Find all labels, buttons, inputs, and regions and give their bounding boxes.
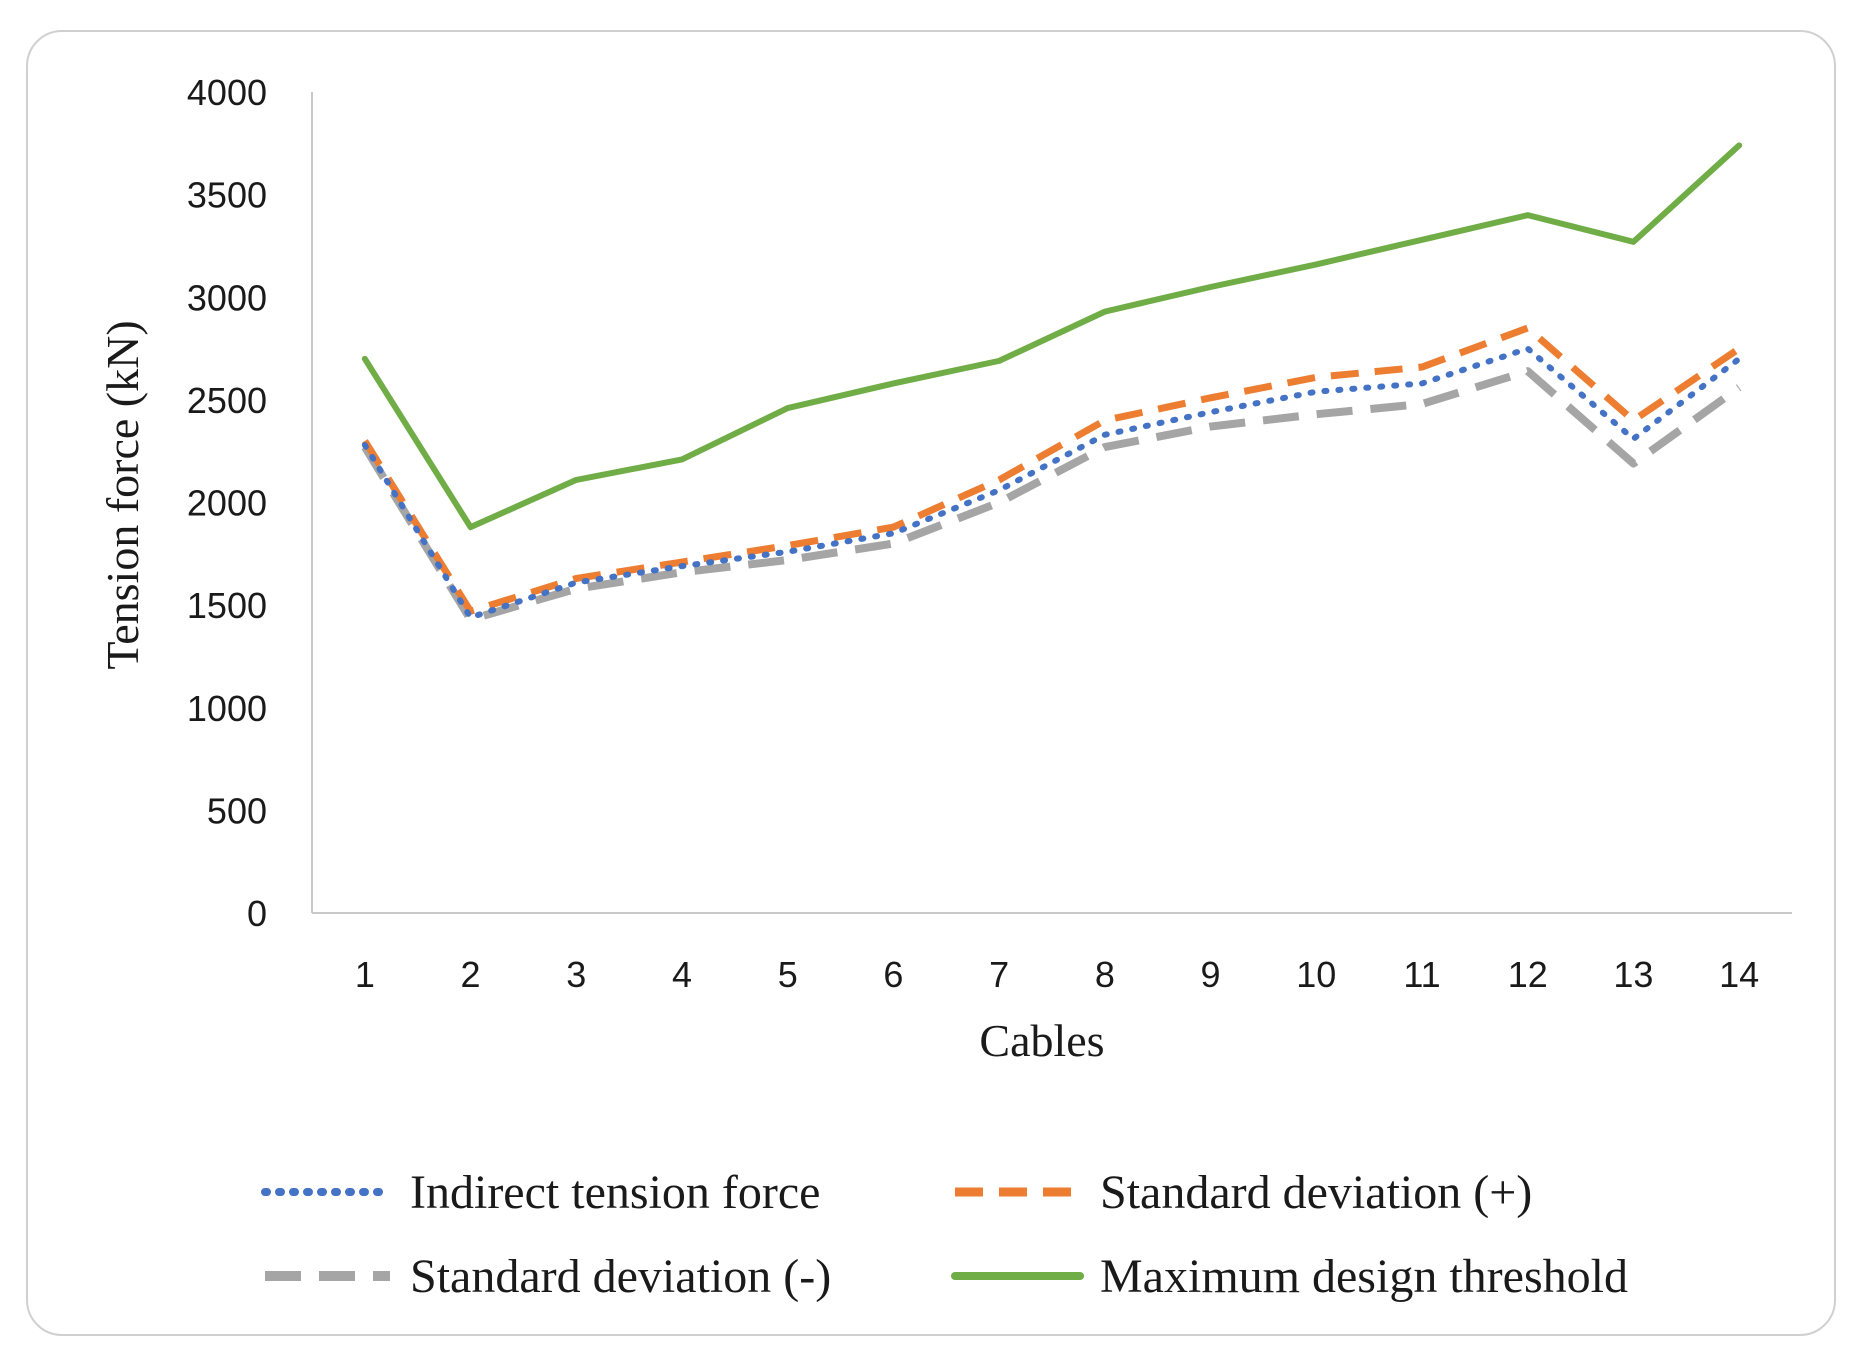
data-point <box>574 576 578 580</box>
x-tick-label: 12 <box>1508 954 1548 995</box>
data-point <box>1209 396 1213 400</box>
y-tick-label: 1000 <box>187 688 267 729</box>
data-point <box>997 478 1001 482</box>
data-point <box>1103 433 1107 437</box>
data-point <box>1103 310 1107 314</box>
series-line-1 <box>361 324 1742 615</box>
data-point <box>891 531 895 535</box>
chart-frame <box>26 30 1836 1336</box>
data-point <box>786 558 790 562</box>
data-point <box>1631 418 1635 422</box>
series-line-3 <box>361 142 1743 531</box>
x-tick-label: 13 <box>1613 954 1653 995</box>
x-tick-label: 7 <box>989 954 1009 995</box>
x-tick-label: 6 <box>883 954 903 995</box>
data-point <box>1737 357 1741 361</box>
data-point <box>891 542 895 546</box>
legend-label: Standard deviation (-) <box>410 1250 831 1303</box>
data-point <box>1420 381 1424 385</box>
data-point <box>1103 445 1107 449</box>
data-point <box>1209 410 1213 414</box>
y-axis-title: Tension force (kN) <box>97 320 148 669</box>
data-point <box>574 587 578 591</box>
legend-label: Maximum design threshold <box>1100 1250 1628 1303</box>
data-point <box>1314 262 1318 266</box>
series-group <box>361 142 1743 624</box>
data-point <box>680 570 684 574</box>
y-axis-ticks: 0 500 1000 1500 2000 2500 3000 3500 4000 <box>187 72 267 934</box>
data-point <box>1737 347 1741 351</box>
data-point <box>1209 285 1213 289</box>
data-point <box>891 525 895 529</box>
data-point <box>1631 437 1635 441</box>
x-tick-label: 1 <box>355 954 375 995</box>
data-point <box>1631 462 1635 466</box>
y-tick-label: 2500 <box>187 380 267 421</box>
y-tick-label: 3000 <box>187 277 267 318</box>
data-point <box>469 525 473 529</box>
y-tick-label: 0 <box>247 893 267 934</box>
data-point <box>469 615 473 619</box>
x-tick-label: 5 <box>778 954 798 995</box>
data-point <box>1314 390 1318 394</box>
data-point <box>1420 365 1424 369</box>
data-point <box>1526 369 1530 373</box>
y-tick-label: 4000 <box>187 72 267 113</box>
y-tick-label: 3500 <box>187 175 267 216</box>
x-tick-label: 10 <box>1296 954 1336 995</box>
data-point <box>680 564 684 568</box>
data-point <box>786 550 790 554</box>
data-point <box>1737 386 1741 390</box>
x-tick-label: 11 <box>1403 954 1440 995</box>
data-point <box>786 544 790 548</box>
y-tick-label: 500 <box>207 790 267 831</box>
data-point <box>1209 425 1213 429</box>
data-point <box>1314 412 1318 416</box>
legend-label: Standard deviation (+) <box>1100 1166 1532 1219</box>
x-axis-title: Cables <box>979 1015 1104 1066</box>
data-point <box>680 457 684 461</box>
data-point <box>574 478 578 482</box>
series-line-2 <box>361 367 1742 624</box>
x-tick-label: 14 <box>1719 954 1759 995</box>
x-tick-label: 2 <box>461 954 481 995</box>
data-point <box>997 488 1001 492</box>
data-point <box>997 501 1001 505</box>
data-point <box>1420 238 1424 242</box>
data-point <box>1737 143 1741 147</box>
data-point <box>1526 347 1530 351</box>
data-point <box>997 359 1001 363</box>
data-point <box>1103 418 1107 422</box>
x-axis-ticks: 1 2 3 4 5 6 7 8 9 10 11 12 13 14 <box>355 954 1759 995</box>
data-point <box>574 581 578 585</box>
legend: Indirect tension force Standard deviation… <box>261 1166 1628 1303</box>
x-tick-label: 3 <box>566 954 586 995</box>
data-point <box>1631 240 1635 244</box>
data-point <box>1314 375 1318 379</box>
data-point <box>363 443 367 447</box>
data-point <box>786 406 790 410</box>
x-tick-label: 8 <box>1095 954 1115 995</box>
data-point <box>1526 326 1530 330</box>
y-tick-label: 1500 <box>187 585 267 626</box>
legend-label: Indirect tension force <box>410 1166 820 1219</box>
y-tick-label: 2000 <box>187 483 267 524</box>
data-point <box>1526 213 1530 217</box>
data-point <box>363 357 367 361</box>
data-point <box>891 381 895 385</box>
data-point <box>1420 402 1424 406</box>
x-tick-label: 9 <box>1201 954 1221 995</box>
x-tick-label: 4 <box>672 954 692 995</box>
